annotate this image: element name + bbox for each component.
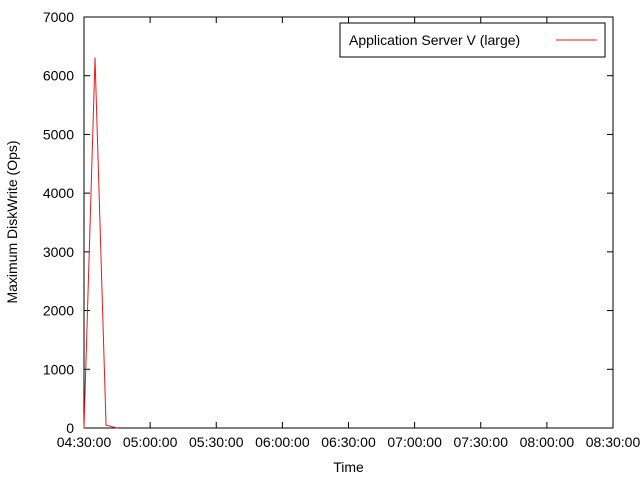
- y-tick-label: 6000: [43, 68, 74, 84]
- data-point: [83, 427, 85, 429]
- x-axis-ticks: 04:30:00 05:00:00 05:30:00 06:00:00 06:30:00…: [57, 17, 640, 450]
- series-layer: [83, 57, 118, 429]
- y-axis-ticks: 0 1000 2000 3000 4000 5000 6000 7000: [43, 9, 613, 436]
- y-tick-label: 2000: [43, 303, 74, 319]
- series-line-0: [83, 58, 118, 429]
- data-point: [116, 427, 118, 429]
- y-tick-label: 1000: [43, 361, 74, 377]
- data-point: [105, 424, 107, 426]
- y-tick-label: 5000: [43, 126, 74, 142]
- y-tick-label: 4000: [43, 185, 74, 201]
- x-tick-label: 05:30:00: [189, 434, 244, 450]
- y-axis-label: Maximum DiskWrite (Ops): [4, 140, 20, 303]
- y-tick-label: 7000: [43, 9, 74, 25]
- y-tick-label: 3000: [43, 244, 74, 260]
- x-tick-label: 06:00:00: [255, 434, 310, 450]
- x-tick-label: 06:30:00: [321, 434, 376, 450]
- legend-entry-label: Application Server V (large): [349, 32, 520, 48]
- x-tick-label: 08:30:00: [586, 434, 640, 450]
- x-tick-label: 08:00:00: [520, 434, 575, 450]
- x-tick-label: 07:30:00: [454, 434, 509, 450]
- data-point: [94, 57, 96, 59]
- y-tick-label: 0: [66, 420, 74, 436]
- legend: Application Server V (large): [339, 22, 606, 58]
- x-axis-label: Time: [333, 459, 364, 475]
- x-tick-label: 05:00:00: [123, 434, 178, 450]
- x-tick-label: 04:30:00: [57, 434, 112, 450]
- plot-frame: [83, 16, 614, 429]
- x-tick-label: 07:00:00: [387, 434, 442, 450]
